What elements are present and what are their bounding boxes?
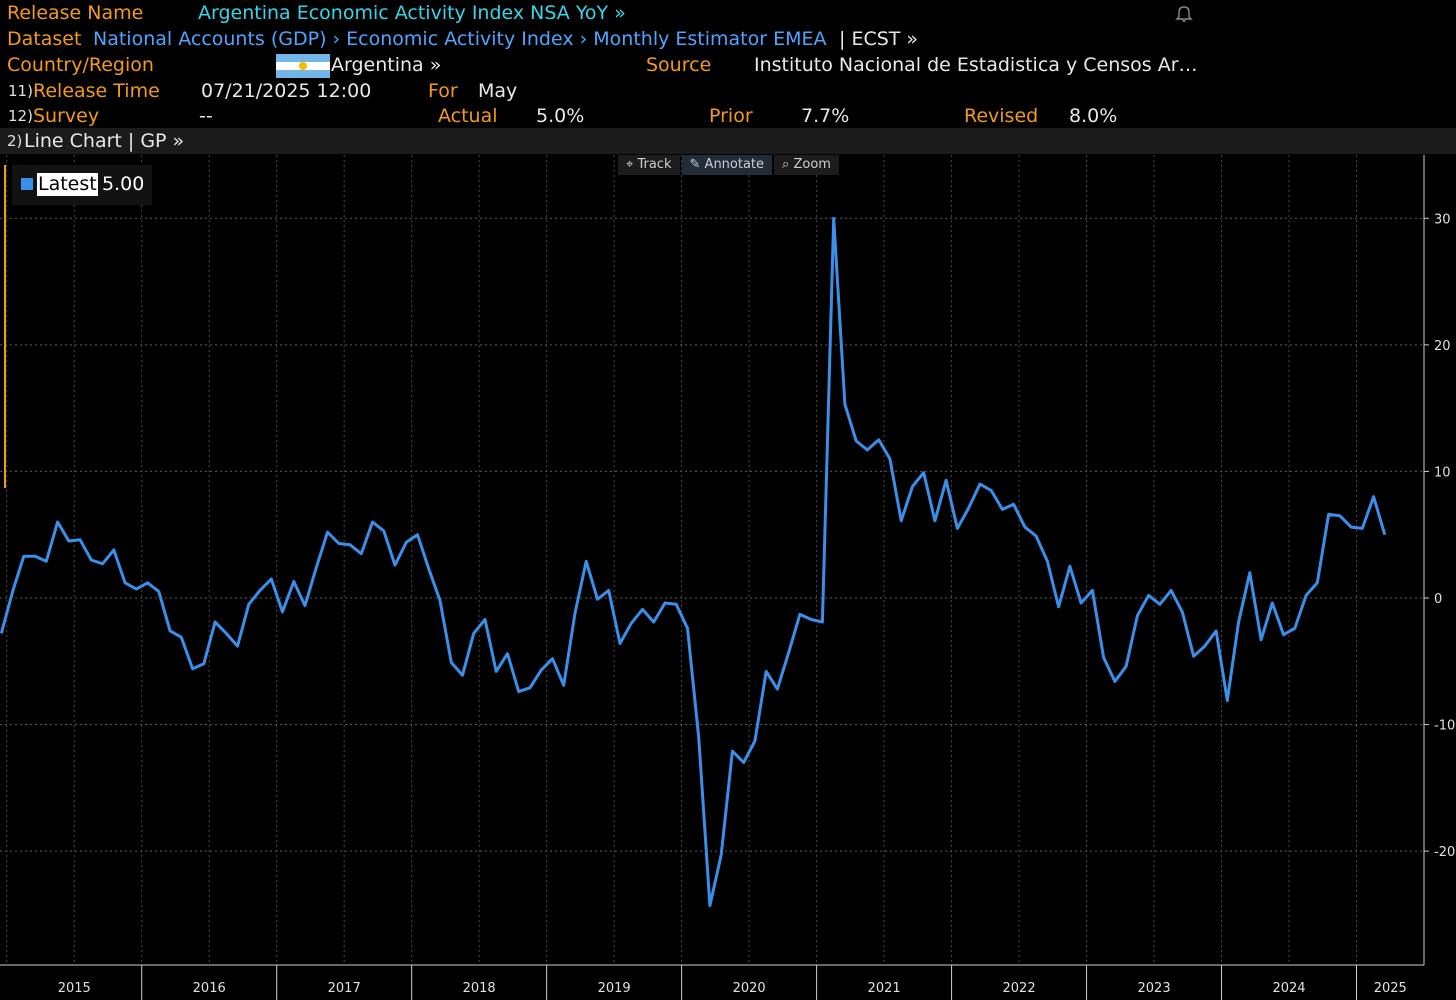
x-tick-label: 2020 bbox=[733, 981, 766, 996]
revised-value: 8.0% bbox=[1069, 105, 1118, 127]
prior-label: Prior bbox=[709, 105, 753, 127]
chart-menu-number: 2) bbox=[7, 132, 23, 150]
track-label: Track bbox=[637, 157, 672, 172]
x-tick-label: 2021 bbox=[868, 981, 901, 996]
bell-icon[interactable] bbox=[1174, 3, 1194, 23]
x-tick-label: 2017 bbox=[328, 981, 361, 996]
release-time-row: 11) Release Time 07/21/2025 12:00 For Ma… bbox=[0, 78, 1456, 104]
x-tick-label: 2023 bbox=[1138, 981, 1171, 996]
actual-label: Actual bbox=[438, 105, 498, 127]
x-tick-label: 2015 bbox=[58, 981, 91, 996]
source-value: Instituto Nacional de Estadistica y Cens… bbox=[754, 54, 1198, 76]
country-label: Country/Region bbox=[7, 54, 154, 76]
legend-label: Latest bbox=[37, 173, 98, 196]
chart-toolbar: ⌖ Track ✎ Annotate ⌕ Zoom bbox=[618, 155, 839, 175]
x-tick-label: 2025 bbox=[1374, 981, 1407, 996]
zoom-button[interactable]: ⌕ Zoom bbox=[774, 155, 839, 175]
selection-marker bbox=[4, 165, 6, 488]
zoom-label: Zoom bbox=[793, 157, 831, 172]
x-tick-label: 2018 bbox=[463, 981, 496, 996]
series-line-latest bbox=[0, 216, 1387, 907]
y-tick-label: -10 bbox=[1434, 719, 1455, 734]
y-tick-label: 10 bbox=[1434, 465, 1451, 480]
chart-legend[interactable]: Latest 5.00 bbox=[12, 165, 152, 205]
magnifier-icon: ⌕ bbox=[782, 157, 790, 172]
for-label: For bbox=[428, 80, 458, 102]
crosshair-icon: ⌖ bbox=[626, 157, 634, 172]
dataset-path-link[interactable]: National Accounts (GDP) › Economic Activ… bbox=[93, 28, 827, 50]
survey-label[interactable]: Survey bbox=[33, 105, 100, 127]
legend-value: 5.00 bbox=[102, 173, 145, 195]
x-tick-label: 2024 bbox=[1272, 981, 1305, 996]
annotate-label: Annotate bbox=[704, 157, 765, 172]
x-tick-label: 2016 bbox=[193, 981, 226, 996]
chart-title-bar: 2) Line Chart | GP » bbox=[0, 128, 1456, 154]
legend-swatch bbox=[21, 178, 33, 190]
y-tick-label: 20 bbox=[1434, 339, 1451, 354]
survey-value: -- bbox=[199, 105, 213, 127]
pencil-icon: ✎ bbox=[689, 157, 701, 172]
survey-row: 12) Survey -- Actual 5.0% Prior 7.7% Rev… bbox=[0, 103, 1456, 129]
country-row: Country/Region Argentina » Source Instit… bbox=[0, 52, 1456, 78]
dataset-label: Dataset bbox=[7, 28, 82, 50]
x-tick-label: 2019 bbox=[598, 981, 631, 996]
track-button[interactable]: ⌖ Track bbox=[618, 155, 680, 175]
dataset-code-link[interactable]: | ECST » bbox=[839, 28, 919, 50]
argentina-flag-icon bbox=[276, 54, 330, 78]
dataset-row: Dataset National Accounts (GDP) › Econom… bbox=[0, 26, 1456, 52]
survey-number: 12) bbox=[8, 107, 33, 125]
for-value: May bbox=[478, 80, 518, 102]
y-tick-label: 30 bbox=[1434, 212, 1451, 227]
release-time-label[interactable]: Release Time bbox=[33, 80, 160, 102]
line-chart[interactable]: 30 20 10 0 -10 -20 2015 2016 2017 2018 2019 2020 202… bbox=[0, 155, 1456, 1000]
y-tick-label: -20 bbox=[1434, 845, 1455, 860]
y-tick-label: 0 bbox=[1434, 592, 1442, 607]
release-time-value: 07/21/2025 12:00 bbox=[201, 80, 372, 102]
chart-type-link[interactable]: Line Chart | GP » bbox=[24, 130, 185, 152]
x-tick-label: 2022 bbox=[1003, 981, 1036, 996]
revised-label: Revised bbox=[964, 105, 1039, 127]
release-time-number: 11) bbox=[8, 82, 33, 100]
country-link[interactable]: Argentina » bbox=[331, 54, 442, 76]
prior-value: 7.7% bbox=[801, 105, 850, 127]
actual-value: 5.0% bbox=[536, 105, 585, 127]
release-name-link[interactable]: Argentina Economic Activity Index NSA Yo… bbox=[198, 2, 626, 24]
annotate-button[interactable]: ✎ Annotate bbox=[681, 155, 773, 175]
source-label: Source bbox=[646, 54, 712, 76]
release-name-label: Release Name bbox=[7, 2, 144, 24]
release-name-row: Release Name Argentina Economic Activity… bbox=[0, 0, 1456, 26]
